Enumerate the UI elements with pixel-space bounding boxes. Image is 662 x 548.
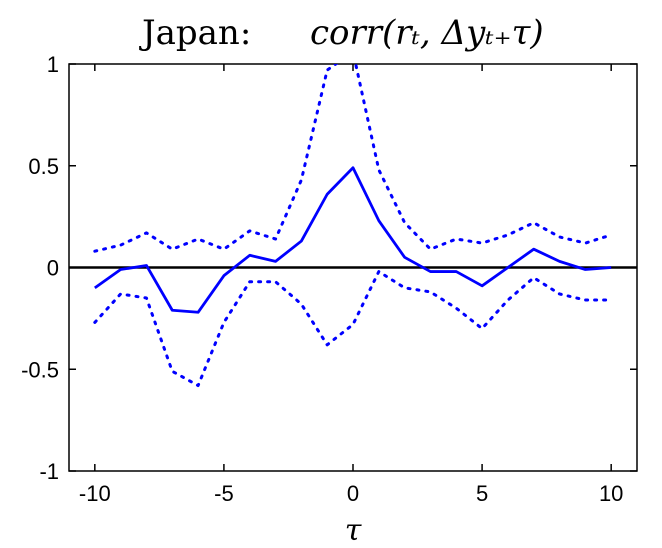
x-axis-label: τ	[345, 513, 362, 548]
x-tick-label: 5	[476, 481, 488, 506]
x-tick-label: 10	[599, 481, 623, 506]
correlation-line	[94, 166, 612, 314]
lower-confidence-band-line	[93, 270, 613, 388]
x-tick-label: -5	[214, 481, 234, 506]
x-axis-ticks: -10 -5 0 5 10	[79, 64, 623, 506]
y-tick-label: 0.5	[28, 154, 59, 179]
y-tick-label: 0	[47, 256, 59, 281]
x-tick-label: 0	[347, 481, 359, 506]
series-layer	[93, 64, 613, 388]
y-axis-ticks: -1 -0.5 0 0.5 1	[21, 52, 637, 484]
y-tick-label: 1	[47, 52, 59, 77]
y-tick-label: -0.5	[21, 357, 59, 382]
y-tick-label: -1	[39, 459, 59, 484]
x-tick-label: -10	[79, 481, 111, 506]
upper-confidence-band-line	[93, 64, 613, 253]
chart-title-expression: corr(rₜ, Δyₜ₊τ)	[310, 13, 544, 53]
chart-title-prefix: Japan:	[139, 13, 251, 53]
